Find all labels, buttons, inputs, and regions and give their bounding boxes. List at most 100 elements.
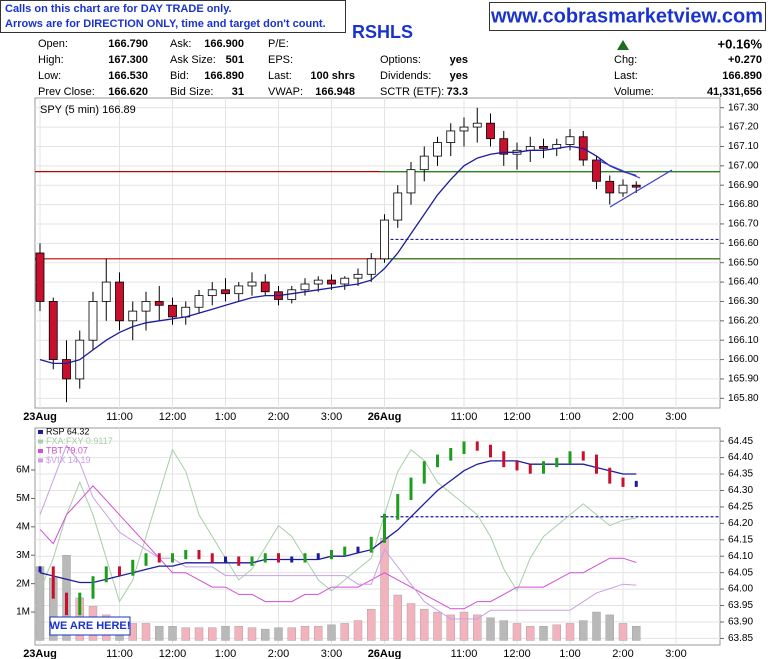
legend-swatch (38, 458, 43, 463)
y-tick-label: 165.90 (728, 374, 759, 385)
y-tick-label: 167.30 (728, 102, 759, 113)
price-bar (237, 556, 241, 566)
legend-entry: RSP 64.32 (46, 426, 89, 436)
stat-label: EPS: (268, 54, 293, 66)
stat-label: SCTR (ETF): (380, 86, 444, 98)
overlay-line (39, 448, 637, 603)
volume-bar (512, 623, 522, 641)
x-tick-label: 1:00 (559, 411, 580, 423)
x-tick-label: 3:00 (321, 411, 342, 423)
change-pct: +0.16% (718, 36, 763, 51)
x-tick-label: 12:00 (503, 411, 531, 423)
volume-bar (340, 623, 349, 641)
candle-body (88, 301, 98, 341)
y-tick-label: 64.30 (728, 485, 753, 496)
legend-swatch (38, 439, 43, 444)
overlay-line (39, 485, 637, 610)
y-tick-label: 166.20 (728, 315, 759, 326)
y-tick-label: 166.40 (728, 277, 759, 288)
price-bar (568, 451, 572, 464)
x-tick-label: 2:00 (612, 648, 633, 659)
price-bar (330, 549, 333, 560)
price-bar (104, 566, 108, 583)
x-tick-label: 11:00 (451, 411, 478, 423)
volume-bar (499, 620, 508, 641)
annotation: WE ARE HERE! (50, 620, 131, 632)
candle-body (393, 192, 403, 221)
stat-value: 166.790 (108, 38, 148, 50)
volume-bar (446, 614, 455, 641)
legend-swatch (38, 430, 43, 434)
y-tick-label: 167.20 (728, 122, 759, 133)
x-tick-label: 12:00 (159, 648, 187, 659)
notice-line: Arrows are for DIRECTION ONLY, time and … (5, 18, 326, 30)
price-bar (316, 553, 320, 560)
legend-entry: TBT 79.07 (46, 445, 88, 455)
site-box (489, 2, 766, 31)
candle-body (300, 283, 310, 291)
y-tick-label: 166.10 (728, 335, 759, 346)
price-bar (303, 553, 307, 563)
candle-body (380, 219, 389, 260)
y-tick-label: 64.40 (728, 452, 753, 463)
price-bar (144, 553, 148, 566)
y-tick-label: 64.10 (728, 551, 753, 562)
candle-body (313, 279, 323, 285)
candle-body (48, 301, 58, 360)
volume-bar (314, 626, 323, 641)
stat-value: 166.620 (108, 86, 148, 98)
price-bar (118, 566, 121, 576)
volume-bar (632, 626, 641, 641)
price-bar (436, 454, 439, 468)
candle-body (353, 273, 363, 279)
volume-bar (274, 627, 283, 641)
candle-body (168, 304, 177, 318)
stat-label: Ask: (170, 38, 191, 50)
volume-bar (367, 609, 376, 641)
stat-value: 41,331,656 (707, 86, 762, 98)
candle-body (327, 279, 336, 285)
overlay-line (39, 444, 637, 620)
volume-bar (327, 624, 336, 641)
price-bar (634, 480, 638, 487)
price-bar (449, 448, 453, 461)
stat-value: 166.890 (722, 70, 762, 82)
stat-value: 166.948 (315, 86, 355, 98)
y-tick-label: 166.80 (728, 199, 759, 210)
stat-label: Dividends: (380, 70, 431, 82)
price-bar (210, 553, 214, 563)
up-arrow (617, 40, 629, 50)
y-tick-label: 63.85 (728, 633, 753, 644)
volume-bar (168, 626, 177, 641)
price-bar (263, 553, 267, 563)
x-tick-label: 1:00 (215, 648, 236, 659)
x-tick-label: 26Aug (368, 648, 402, 659)
price-bar (515, 461, 519, 471)
volume-bar (181, 627, 190, 641)
stat-label: High: (38, 54, 64, 66)
volume-bar (234, 626, 243, 641)
volume-bar (579, 620, 588, 641)
candle-body (101, 281, 111, 302)
price-bar (343, 546, 347, 556)
price-bar (369, 536, 373, 553)
volume-bar (406, 603, 416, 641)
volume-bar (208, 627, 217, 641)
candle-body (618, 184, 628, 194)
price-bar (356, 546, 360, 553)
price-bar (383, 513, 386, 543)
y-tick-label: 2M (16, 578, 30, 589)
volume-bar (393, 594, 402, 641)
volume-bar (300, 626, 310, 641)
candle-body (234, 285, 244, 295)
x-tick-label: 2:00 (612, 411, 633, 423)
stat-value: +0.270 (728, 54, 762, 66)
x-tick-label: 3:00 (321, 648, 342, 659)
x-tick-label: 3:00 (665, 411, 686, 423)
candle-body (472, 122, 482, 128)
symbol: RSHLS (352, 22, 413, 42)
price-bar (475, 441, 479, 451)
y-tick-label: 165.80 (728, 393, 759, 404)
stat-label: Bid: (170, 70, 189, 82)
